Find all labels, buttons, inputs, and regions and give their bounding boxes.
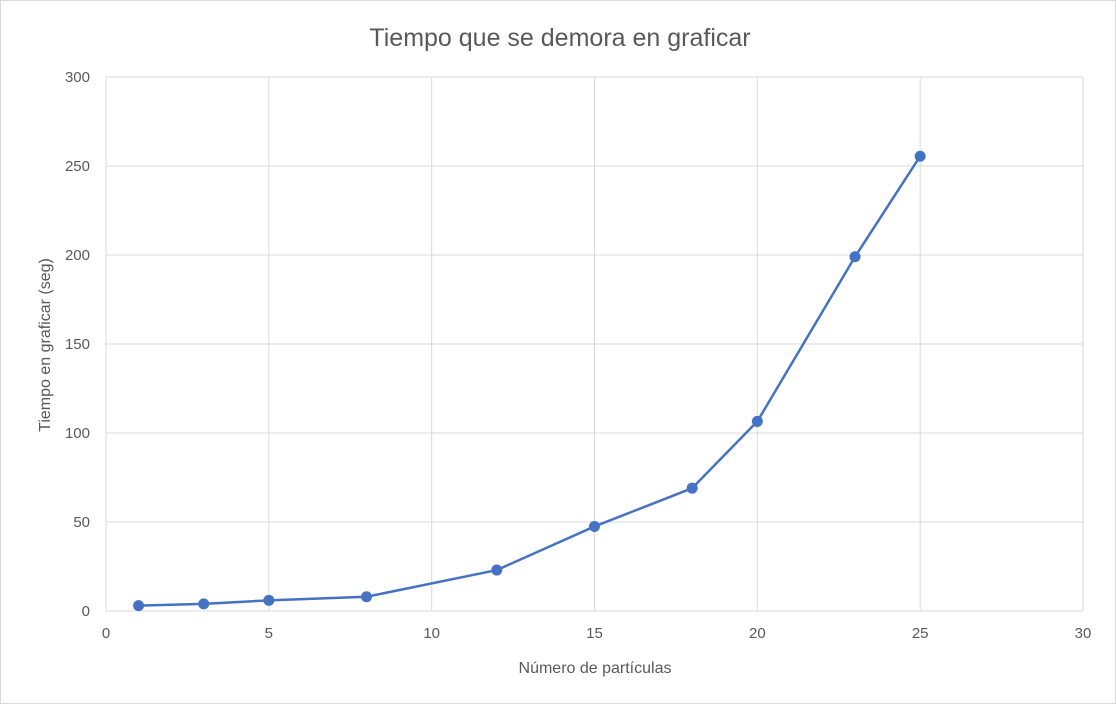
x-tick-label: 15 bbox=[586, 625, 603, 642]
data-point bbox=[198, 598, 209, 609]
data-point bbox=[752, 416, 763, 427]
x-tick-label: 0 bbox=[102, 625, 110, 642]
series-line bbox=[139, 156, 921, 605]
data-point bbox=[263, 595, 274, 606]
data-point bbox=[491, 565, 502, 576]
chart-title: Tiempo que se demora en graficar bbox=[369, 24, 750, 52]
data-point bbox=[589, 521, 600, 532]
y-tick-label: 150 bbox=[65, 336, 90, 353]
y-tick-label: 200 bbox=[65, 247, 90, 264]
data-point bbox=[850, 251, 861, 262]
y-tick-label: 100 bbox=[65, 425, 90, 442]
y-tick-label: 50 bbox=[73, 514, 90, 531]
y-tick-label: 250 bbox=[65, 158, 90, 175]
x-tick-label: 30 bbox=[1075, 625, 1092, 642]
data-point bbox=[915, 151, 926, 162]
x-axis-label: Número de partículas bbox=[519, 660, 672, 677]
x-tick-labels: 0 5 10 15 20 25 30 bbox=[102, 625, 1092, 642]
y-tick-label: 300 bbox=[65, 69, 90, 86]
x-tick-label: 25 bbox=[912, 625, 929, 642]
data-point bbox=[133, 600, 144, 611]
x-tick-label: 10 bbox=[423, 625, 440, 642]
x-tick-label: 5 bbox=[265, 625, 273, 642]
y-axis-label: Tiempo en graficar (seg) bbox=[37, 258, 54, 432]
x-tick-label: 20 bbox=[749, 625, 766, 642]
y-tick-label: 0 bbox=[82, 603, 90, 620]
data-point bbox=[687, 483, 698, 494]
data-point bbox=[361, 591, 372, 602]
series-group bbox=[133, 151, 926, 611]
y-tick-labels: 0 50 100 150 200 250 300 bbox=[65, 69, 90, 620]
